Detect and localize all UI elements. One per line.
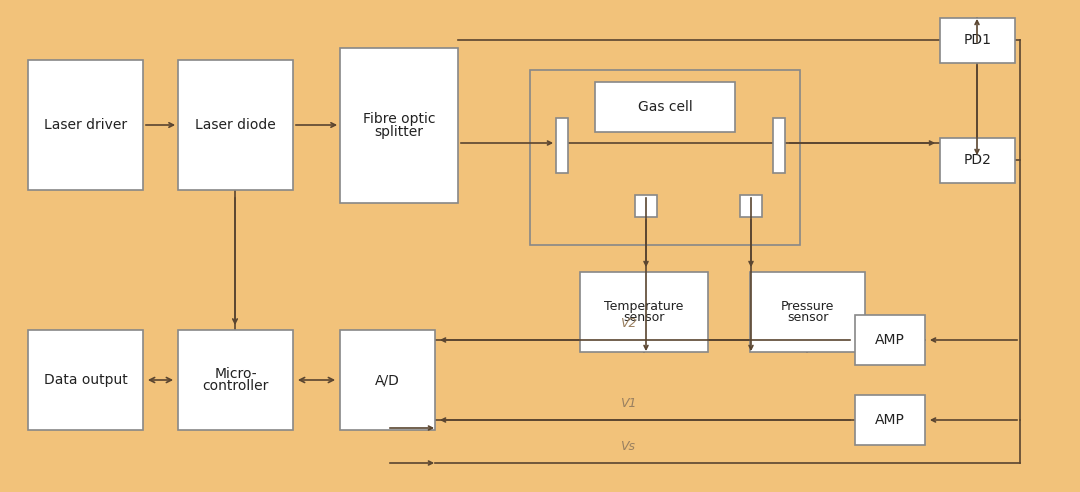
Bar xyxy=(940,18,1015,63)
Text: PD1: PD1 xyxy=(963,33,991,48)
Bar xyxy=(28,60,143,190)
Text: sensor: sensor xyxy=(623,311,664,324)
Text: V1: V1 xyxy=(620,397,636,410)
Text: Gas cell: Gas cell xyxy=(637,100,692,114)
Text: Laser diode: Laser diode xyxy=(195,118,275,132)
Bar xyxy=(340,330,435,430)
Bar xyxy=(580,272,708,352)
Text: AMP: AMP xyxy=(875,333,905,347)
Text: sensor: sensor xyxy=(787,311,828,324)
Bar xyxy=(740,195,762,217)
Bar xyxy=(855,395,924,445)
Bar xyxy=(855,315,924,365)
Bar xyxy=(530,70,800,245)
Text: Data output: Data output xyxy=(43,373,127,387)
Bar xyxy=(595,82,735,132)
Text: Fibre optic: Fibre optic xyxy=(363,112,435,126)
Bar xyxy=(750,272,865,352)
Text: splitter: splitter xyxy=(375,125,423,139)
Text: Temperature: Temperature xyxy=(605,300,684,312)
Bar xyxy=(556,118,568,173)
Text: Pressure: Pressure xyxy=(781,300,834,312)
Bar xyxy=(940,138,1015,183)
Text: controller: controller xyxy=(202,379,269,394)
Text: PD2: PD2 xyxy=(963,154,991,167)
Bar xyxy=(178,330,293,430)
Text: AMP: AMP xyxy=(875,413,905,427)
Text: Micro-: Micro- xyxy=(214,367,257,380)
Bar xyxy=(773,118,785,173)
Text: V2: V2 xyxy=(620,317,636,330)
Bar xyxy=(635,195,657,217)
Bar xyxy=(178,60,293,190)
Text: Vs: Vs xyxy=(620,440,635,453)
Bar xyxy=(28,330,143,430)
Text: A/D: A/D xyxy=(375,373,400,387)
Bar xyxy=(340,48,458,203)
Text: Laser driver: Laser driver xyxy=(44,118,127,132)
